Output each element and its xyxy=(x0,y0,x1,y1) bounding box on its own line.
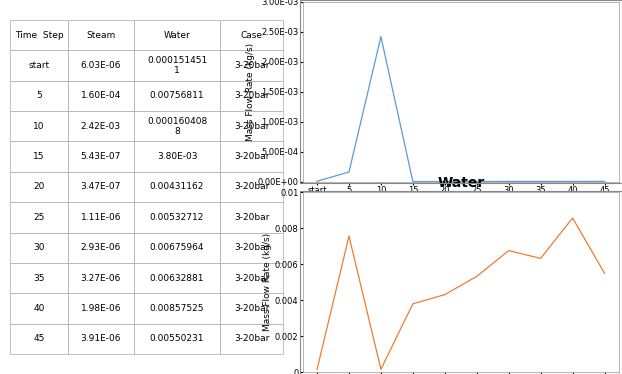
Y-axis label: Mass Flow Rate (kg/s): Mass Flow Rate (kg/s) xyxy=(246,43,255,141)
X-axis label: Time Step: Time Step xyxy=(438,197,484,206)
Title: Water: Water xyxy=(437,176,485,190)
Y-axis label: Mass Flow Rate (kg/s): Mass Flow Rate (kg/s) xyxy=(263,233,272,331)
